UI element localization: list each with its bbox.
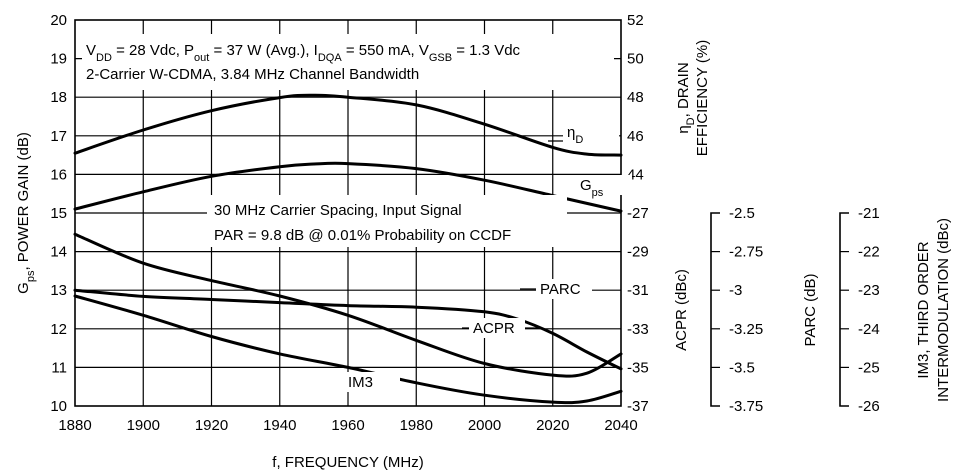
im3-axis-title-line2: INTERMODULATION (dBc) <box>935 218 952 402</box>
series-parc-label-bg <box>536 279 592 299</box>
left-tick-label: 10 <box>50 398 67 415</box>
x-tick-label: 2000 <box>468 417 501 434</box>
conditions-line1: VDD = 28 Vdc, Pout = 37 W (Avg.), IDQA =… <box>86 42 521 64</box>
series-acpr-label: ACPR <box>473 320 515 337</box>
im3-axis-title-line1: IM3, THIRD ORDER <box>915 241 932 378</box>
im3-axis-tick-label: -22 <box>858 244 880 261</box>
im3-axis-tick-label: -25 <box>858 359 880 376</box>
left-tick-label: 20 <box>50 12 67 29</box>
acpr-tick-label: -27 <box>627 205 649 222</box>
series--d-label-bg <box>563 122 619 142</box>
series-acpr-line <box>73 232 623 378</box>
signal-note-background <box>207 195 567 247</box>
signal-note-line1: 30 MHz Carrier Spacing, Input Signal <box>214 202 462 219</box>
series-gps-line <box>73 161 623 213</box>
acpr-axis-title: ACPR (dBc) <box>673 269 690 351</box>
series-im3-label: IM3 <box>348 374 373 391</box>
left-tick-label: 14 <box>50 244 67 261</box>
x-tick-label: 2020 <box>536 417 569 434</box>
efficiency-tick-label: 46 <box>627 128 644 145</box>
x-tick-label: 1960 <box>331 417 364 434</box>
left-tick-label: 12 <box>50 321 67 338</box>
acpr-tick-label: -29 <box>627 244 649 261</box>
left-tick-label: 17 <box>50 128 67 145</box>
series--d-line <box>73 93 623 157</box>
efficiency-tick-label: 50 <box>627 51 644 68</box>
conditions-background <box>82 34 614 90</box>
x-tick-label: 1940 <box>263 417 296 434</box>
left-tick-label: 18 <box>50 89 67 106</box>
x-tick-label: 2040 <box>604 417 637 434</box>
signal-note-line2: PAR = 9.8 dB @ 0.01% Probability on CCDF <box>214 227 511 244</box>
plot-frame <box>74 19 622 407</box>
parc-axis-title: PARC (dB) <box>802 273 819 346</box>
conditions-line2: 2-Carrier W-CDMA, 3.84 MHz Channel Bandw… <box>86 66 419 83</box>
parc-axis-tick-label: -3.75 <box>729 398 763 415</box>
im3-axis-tick-label: -21 <box>858 205 880 222</box>
annotations: VDD = 28 Vdc, Pout = 37 W (Avg.), IDQA =… <box>82 34 632 392</box>
efficiency-axis-title-line2: EFFICIENCY (%) <box>694 40 711 156</box>
acpr-tick-label: -37 <box>627 398 649 415</box>
acpr-tick-label: -35 <box>627 359 649 376</box>
axes: 1880 1900 1920 1940 1960 1980 2000 2020 20401011… <box>15 12 952 471</box>
efficiency-tick-label: 52 <box>627 12 644 29</box>
parc-axis-tick-label: -2.75 <box>729 244 763 261</box>
x-axis-title: f, FREQUENCY (MHz) <box>272 454 423 471</box>
im3-axis-bracket <box>839 212 849 407</box>
im3-axis-tick-label: -26 <box>858 398 880 415</box>
parc-axis-tick-label: -3.25 <box>729 321 763 338</box>
parc-axis-tick-label: -3.5 <box>729 359 755 376</box>
series-im3-label-bg <box>344 372 400 392</box>
left-axis-title: Gps, POWER GAIN (dB) <box>15 132 37 294</box>
left-tick-label: 16 <box>50 166 67 183</box>
x-tick-label: 1980 <box>400 417 433 434</box>
series-gps-label: Gps <box>580 177 604 199</box>
left-tick-label: 11 <box>51 359 67 376</box>
x-tick-label: 1920 <box>195 417 228 434</box>
series-parc-line <box>73 288 623 371</box>
series--d-label: ηD <box>567 124 583 146</box>
parc-axis-bracket <box>710 212 720 407</box>
left-tick-label: 19 <box>50 51 67 68</box>
im3-axis-tick-label: -24 <box>858 321 880 338</box>
efficiency-axis-title-line1: ηD, DRAIN <box>675 62 697 133</box>
acpr-tick-label: -31 <box>627 282 649 299</box>
x-tick-label: 1880 <box>58 417 91 434</box>
acpr-tick-label: -33 <box>627 321 649 338</box>
parc-axis-tick-label: -2.5 <box>729 205 755 222</box>
im3-axis-tick-label: -23 <box>858 282 880 299</box>
series-gps-label-bg <box>576 175 632 195</box>
parc-axis-tick-label: -3 <box>729 282 742 299</box>
series-acpr-label-bg <box>469 318 525 338</box>
x-tick-label: 1900 <box>127 417 160 434</box>
series-parc-label: PARC <box>540 281 581 298</box>
efficiency-tick-label: 48 <box>627 89 644 106</box>
left-tick-label: 15 <box>50 205 67 222</box>
left-tick-label: 13 <box>50 282 67 299</box>
